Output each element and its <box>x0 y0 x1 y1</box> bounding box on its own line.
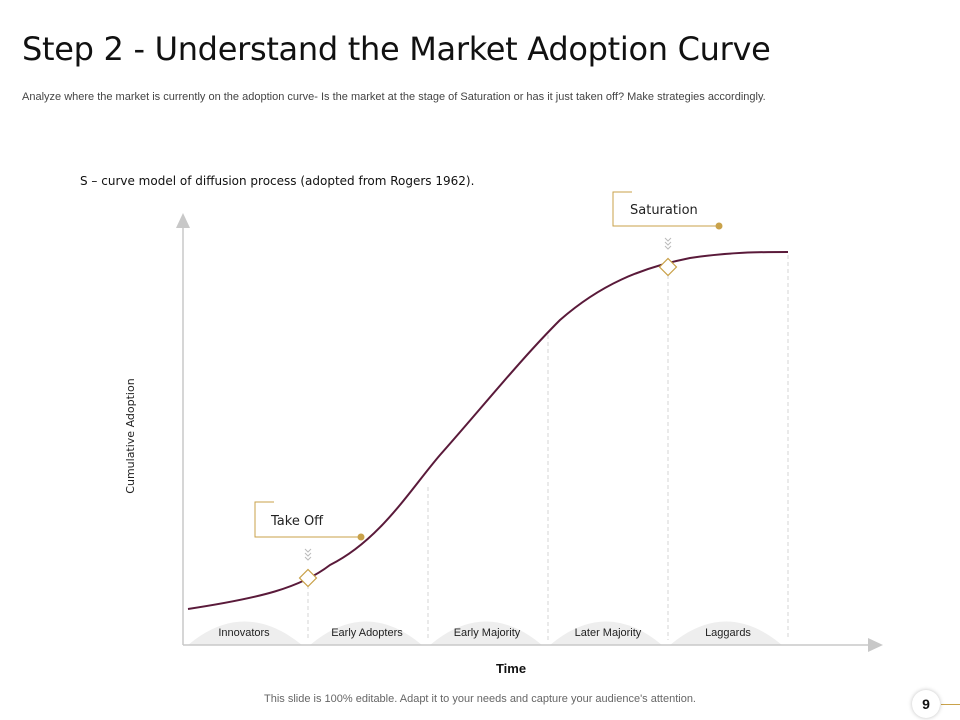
segment-label-early-adopters: Early Adopters <box>331 627 403 639</box>
segment-hump-early-majority <box>430 621 542 645</box>
x-axis-label: Time <box>496 661 526 676</box>
slide-subtitle: Analyze where the market is currently on… <box>22 91 766 103</box>
take-off-marker <box>298 568 318 588</box>
saturation-callout: Saturation <box>612 191 723 277</box>
y-axis-arrow-icon <box>176 213 190 228</box>
slide-title: Step 2 - Understand the Market Adoption … <box>22 30 771 68</box>
saturation-dot <box>715 222 723 230</box>
segment-hump-laggards <box>670 621 782 645</box>
slide-footer: This slide is 100% editable. Adapt it to… <box>264 693 696 705</box>
saturation-bracket <box>612 191 718 227</box>
segment-label-later-majority: Later Majority <box>575 627 642 639</box>
x-axis-arrow-icon <box>868 638 883 652</box>
s-curve <box>187 251 789 610</box>
saturation-chevron-down-icon <box>664 237 672 250</box>
saturation-marker <box>658 257 678 277</box>
take-off-dot <box>357 533 365 541</box>
segment-hump-early-adopters <box>310 621 422 645</box>
y-axis-label: Cumulative Adoption <box>124 378 137 493</box>
take-off-bracket <box>254 501 360 538</box>
diagram-caption: S – curve model of diffusion process (ad… <box>80 174 475 188</box>
take-off-chevron-down-icon <box>304 548 312 561</box>
segment-humps <box>188 621 782 645</box>
segment-label-innovators: Innovators <box>218 627 270 639</box>
segment-label-laggards: Laggards <box>705 627 751 639</box>
take-off-callout: Take Off <box>254 501 365 588</box>
segment-hump-innovators <box>188 621 302 645</box>
saturation-label: Saturation <box>630 203 698 218</box>
segment-labels: Innovators Early Adopters Early Majority… <box>218 627 751 639</box>
segment-label-early-majority: Early Majority <box>454 627 521 639</box>
take-off-label: Take Off <box>270 514 324 529</box>
segment-dividers <box>307 255 789 640</box>
page-number-badge: 9 <box>912 690 940 718</box>
page-number-line <box>941 704 960 705</box>
segment-hump-later-majority <box>550 621 662 645</box>
